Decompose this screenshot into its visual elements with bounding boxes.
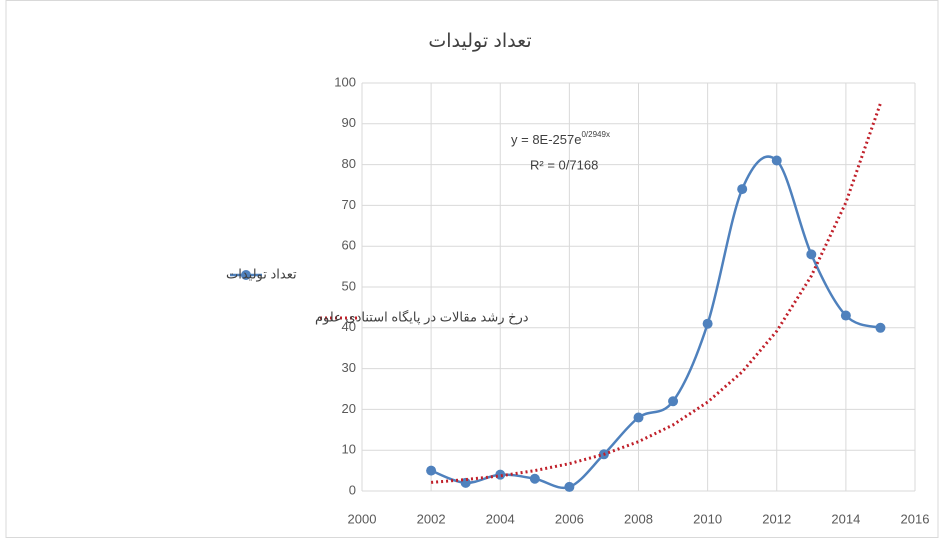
x-tick-label: 2012 [762,511,791,526]
y-tick-label: 20 [342,401,356,416]
marker [633,412,644,423]
y-tick-label: 80 [342,156,356,171]
marker [875,322,886,333]
y-tick-label: 90 [342,115,356,130]
y-tick-label: 10 [342,442,356,457]
marker [529,473,540,484]
y-tick-label: 70 [342,197,356,212]
annotation-superscript: 0/2949x [581,130,609,139]
annotation: y = 8E-257e0/2949x [511,130,610,147]
x-tick-label: 2010 [693,511,722,526]
chart-title: تعداد تولیدات [428,31,531,52]
y-tick-label: 50 [342,278,356,293]
x-tick-label: 2008 [624,511,653,526]
x-tick-label: 2016 [901,511,930,526]
marker [460,477,471,488]
x-tick-label: 2000 [348,511,377,526]
marker [840,310,851,321]
annotation: R² = 0/7168 [530,157,598,172]
y-tick-label: 100 [334,74,356,89]
marker [702,318,713,329]
marker [668,396,679,407]
y-tick-label: 30 [342,360,356,375]
legend-label: درخ رشد مقالات در پایگاه استنادی علوم [315,309,529,325]
marker [564,481,575,492]
x-tick-label: 2002 [417,511,446,526]
chart-frame [5,0,939,538]
x-tick-label: 2004 [486,511,515,526]
marker [737,184,748,195]
x-tick-label: 2006 [555,511,584,526]
annotation-text: y = 8E-257e [511,132,581,147]
legend-symbol [241,270,251,280]
marker [495,469,506,480]
y-tick-label: 0 [349,482,356,497]
trend-line [431,102,882,484]
y-tick-label: 40 [342,319,356,334]
marker [426,465,437,476]
y-tick-label: 60 [342,238,356,253]
marker [771,155,782,166]
legend-label: تعداد تولیدات [226,266,297,282]
marker [806,249,817,260]
x-tick-label: 2014 [831,511,860,526]
